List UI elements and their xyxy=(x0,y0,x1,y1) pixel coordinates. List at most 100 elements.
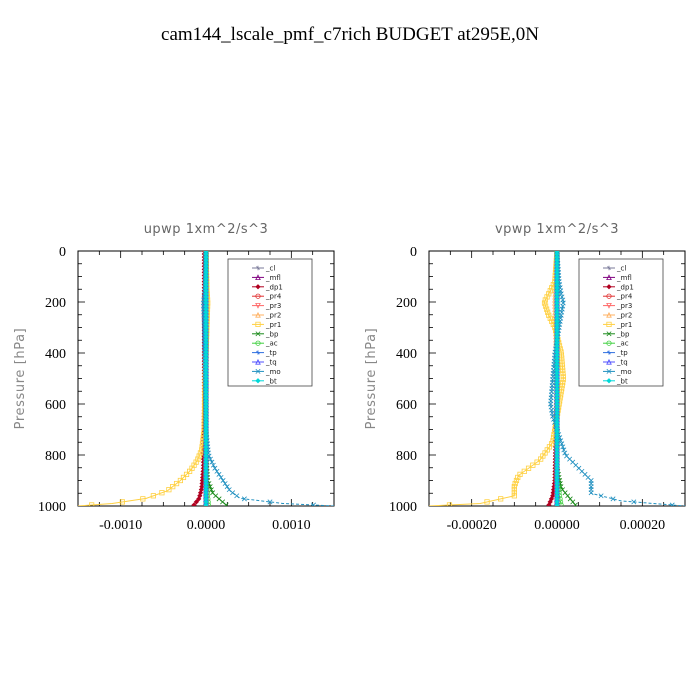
legend-label: _pr3 xyxy=(265,302,281,310)
legend-label: _tp xyxy=(616,349,628,357)
series-point_pr1 xyxy=(542,297,548,303)
legend-label: _ac xyxy=(616,340,629,348)
series-point_bp xyxy=(572,502,578,506)
legend-label: _pr2 xyxy=(265,312,281,320)
series-point_pr1 xyxy=(187,468,193,474)
y-tick-label: 200 xyxy=(45,296,66,311)
series-point_pr1 xyxy=(560,370,566,377)
series-point_mo xyxy=(559,294,565,300)
series-point_mo xyxy=(560,444,566,450)
legend-marker xyxy=(255,368,261,374)
legend-marker xyxy=(606,265,612,271)
legend-label: _bt xyxy=(616,377,628,385)
legend-marker xyxy=(606,340,612,346)
legend-marker xyxy=(606,311,612,318)
series-point_pr1 xyxy=(530,462,536,468)
series-point_pr1 xyxy=(521,468,527,474)
series-point_pr1 xyxy=(560,376,566,383)
series-point_pr1 xyxy=(515,474,521,481)
chart-panels: upwp 1xm^2/s^3 Pressure [hPa] 0 200 400 600 80… xyxy=(13,222,686,533)
series-point_pr1 xyxy=(541,300,548,306)
series-point_pr1 xyxy=(170,484,176,490)
series-point_pr1 xyxy=(159,490,165,496)
series-point_pr1 xyxy=(177,477,183,484)
legend-label: _ac xyxy=(265,340,278,348)
series-point_mo xyxy=(551,416,557,422)
legend-label: _bt xyxy=(265,377,277,385)
y-tick-label: 600 xyxy=(396,398,417,413)
legend-label: _bp xyxy=(265,330,279,338)
series-point_mo xyxy=(558,291,564,297)
legend-marker xyxy=(606,274,612,280)
series-point_pr1 xyxy=(513,477,520,484)
panel-title: upwp 1xm^2/s^3 xyxy=(144,222,269,237)
legend-label: _tp xyxy=(265,349,277,357)
legend-marker xyxy=(255,284,261,290)
series-point_mo xyxy=(267,499,273,505)
legend-box xyxy=(578,258,664,387)
series-point_pr1 xyxy=(547,315,553,321)
legend-marker xyxy=(255,293,261,299)
legend-label: _pr2 xyxy=(616,312,632,320)
series-point_pr1 xyxy=(525,465,532,471)
series-point_pr1 xyxy=(559,383,565,389)
series-point_mo xyxy=(559,441,565,447)
series-point_pr1 xyxy=(180,474,187,481)
legend-label: _tq xyxy=(616,359,628,367)
legend-label: _mo xyxy=(616,368,632,376)
series-point_pr1 xyxy=(511,487,517,493)
series-point_pr1 xyxy=(538,456,544,462)
series-point_pr1 xyxy=(546,291,552,297)
series-point_mo xyxy=(214,468,220,474)
y-axis-label: Pressure [hPa] xyxy=(364,328,379,430)
legend-label: _mfl xyxy=(616,274,632,282)
series-point_mo xyxy=(212,465,218,471)
legend-marker xyxy=(255,340,261,346)
series-point_pr1 xyxy=(512,480,518,487)
series-point_pr1 xyxy=(446,502,453,506)
legend-marker xyxy=(255,311,261,318)
legend-label: _pr1 xyxy=(265,321,281,329)
series-line_bp xyxy=(556,251,577,506)
series-point_mo xyxy=(220,478,226,483)
y-tick-label: 600 xyxy=(45,398,66,413)
series-point_dp1 xyxy=(191,502,197,506)
series-point_pr1 xyxy=(484,499,490,505)
legend-marker xyxy=(606,303,612,309)
series-point_mo xyxy=(598,493,604,499)
y-tick-label: 800 xyxy=(396,449,417,464)
series-point_pr1 xyxy=(542,303,549,309)
series-point_mo xyxy=(610,496,616,502)
series-point_pr1 xyxy=(195,456,201,462)
series-point_pr1 xyxy=(89,502,95,506)
series-point_pr1 xyxy=(183,471,190,477)
chart-panel-2: vpwp 1xm^2/s^3 Pressure [hPa] 0 200 400 600 80… xyxy=(364,222,686,533)
legend-label: _mo xyxy=(265,368,281,376)
legend-label: _pr4 xyxy=(616,293,633,301)
series-point_pr1 xyxy=(544,294,550,300)
series-point_pr1 xyxy=(511,484,517,490)
series-point_bt xyxy=(203,502,209,506)
series-point_pr1 xyxy=(560,367,566,373)
series-point_mo xyxy=(241,496,247,502)
y-tick-label: 1000 xyxy=(389,500,417,515)
series-point_pr1 xyxy=(547,288,553,294)
series-point_dp1 xyxy=(196,496,202,502)
legend-marker xyxy=(606,350,612,355)
series-point_pr1 xyxy=(197,450,204,456)
series-point_bp xyxy=(223,502,229,506)
legend-marker xyxy=(255,378,261,384)
series-point_pr1 xyxy=(196,453,202,459)
series-point_mo xyxy=(550,413,556,419)
y-tick-label: 0 xyxy=(59,245,66,260)
series-point_pr1 xyxy=(549,285,555,291)
legend-marker xyxy=(255,265,261,271)
series-point_mo xyxy=(311,502,317,506)
x-tick-label: -0.0010 xyxy=(99,518,142,533)
series-point_pr1 xyxy=(545,309,551,315)
y-tick-label: 400 xyxy=(396,347,417,362)
legend-label: _bp xyxy=(616,330,630,338)
legend-label: _pr3 xyxy=(616,302,632,310)
series-point_pr1 xyxy=(559,364,566,370)
chart-panel-1: upwp 1xm^2/s^3 Pressure [hPa] 0 200 400 600 80… xyxy=(13,222,335,533)
